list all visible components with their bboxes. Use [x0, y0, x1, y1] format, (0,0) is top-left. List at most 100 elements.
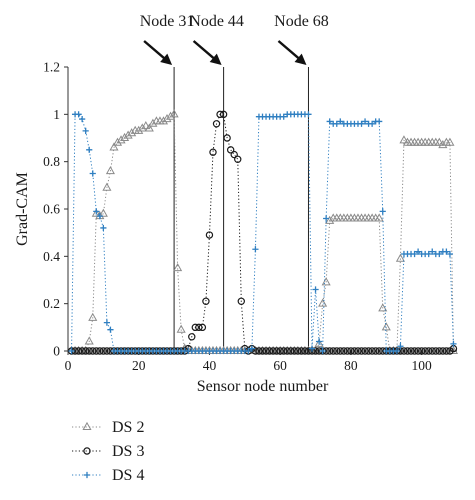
- node-annotation-label: Node 31: [140, 13, 195, 30]
- data-point: [212, 120, 221, 128]
- data-point: [276, 347, 284, 355]
- data-point: [262, 347, 270, 355]
- y-tick-label: 0.2: [43, 296, 60, 311]
- data-point: [269, 347, 277, 355]
- data-point: [205, 231, 214, 239]
- data-point: [326, 118, 333, 125]
- data-point: [216, 110, 224, 119]
- data-point: [81, 347, 90, 355]
- arrow-head: [160, 53, 173, 65]
- data-point: [415, 248, 422, 255]
- data-point: [371, 347, 380, 355]
- data-point: [89, 347, 97, 355]
- data-point: [369, 120, 376, 127]
- data-point: [99, 347, 108, 355]
- data-point: [438, 139, 448, 149]
- legend: DS 2 DS 3 DS 4: [72, 419, 144, 484]
- data-point: [85, 347, 93, 355]
- legend-marker: [83, 471, 91, 479]
- data-point: [123, 130, 133, 139]
- data-point: [378, 303, 388, 312]
- data-point: [162, 113, 172, 123]
- data-point: [79, 115, 86, 123]
- data-point: [376, 118, 383, 125]
- data-point: [280, 113, 287, 120]
- data-point: [443, 248, 450, 255]
- data-point: [368, 347, 376, 355]
- data-point: [410, 347, 419, 355]
- node-annotation-label: Node 44: [189, 13, 244, 30]
- data-point: [450, 340, 457, 347]
- arrow-head: [209, 53, 222, 65]
- data-point: [68, 347, 75, 355]
- x-tick-label: 100: [412, 358, 433, 373]
- data-point: [297, 347, 306, 355]
- data-point: [234, 155, 242, 163]
- data-point: [280, 347, 288, 355]
- arrow-shaft: [277, 40, 303, 62]
- annotation-marker-lines: [173, 67, 309, 351]
- data-point: [127, 128, 137, 137]
- y-axis-title: Grad-CAM: [14, 172, 31, 246]
- data-point: [103, 347, 111, 355]
- series-ds-3: [67, 110, 458, 355]
- data-point: [265, 347, 274, 355]
- series-ds-4: [68, 111, 457, 355]
- data-point: [248, 345, 255, 352]
- data-point: [120, 132, 130, 141]
- data-point: [350, 347, 359, 355]
- data-point: [93, 208, 100, 215]
- data-point: [223, 134, 231, 142]
- data-point: [88, 312, 98, 321]
- data-point: [176, 324, 186, 333]
- data-point: [445, 137, 455, 146]
- x-tick-label: 80: [344, 358, 358, 373]
- data-point: [105, 166, 115, 175]
- data-point: [290, 347, 299, 355]
- data-point: [425, 250, 432, 258]
- legend-item: DS 2: [72, 419, 144, 436]
- data-point: [399, 135, 409, 144]
- series-layer: [66, 109, 459, 355]
- data-point: [188, 333, 196, 341]
- data-point: [340, 347, 348, 355]
- data-point: [429, 248, 436, 255]
- data-point: [305, 111, 312, 118]
- x-tick-label: 40: [203, 358, 217, 373]
- legend-label: DS 3: [112, 443, 144, 460]
- data-point: [202, 297, 210, 305]
- data-point: [137, 123, 147, 132]
- y-tick-label: 0.6: [43, 202, 60, 217]
- data-point: [283, 347, 291, 355]
- data-point: [446, 250, 454, 258]
- data-point: [411, 250, 418, 258]
- data-point: [434, 137, 444, 146]
- data-point: [75, 111, 82, 118]
- series-line: [71, 113, 454, 352]
- data-point: [230, 150, 238, 159]
- legend-label: DS 4: [112, 467, 144, 484]
- data-point: [102, 182, 112, 191]
- data-point: [414, 347, 422, 355]
- data-point: [166, 111, 176, 120]
- data-point: [84, 336, 94, 345]
- data-point: [308, 345, 316, 352]
- data-point: [82, 127, 89, 134]
- data-point: [358, 120, 365, 127]
- data-point: [375, 347, 383, 355]
- data-point: [96, 347, 104, 355]
- data-point: [417, 347, 426, 355]
- data-point: [448, 345, 459, 354]
- data-point: [134, 125, 144, 134]
- data-point: [323, 215, 330, 222]
- data-point: [86, 146, 93, 153]
- data-point: [158, 116, 169, 125]
- data-point: [421, 347, 429, 355]
- data-point: [337, 118, 344, 125]
- data-point: [109, 142, 119, 151]
- data-point: [294, 347, 302, 355]
- data-point: [442, 347, 451, 355]
- data-point: [198, 323, 207, 332]
